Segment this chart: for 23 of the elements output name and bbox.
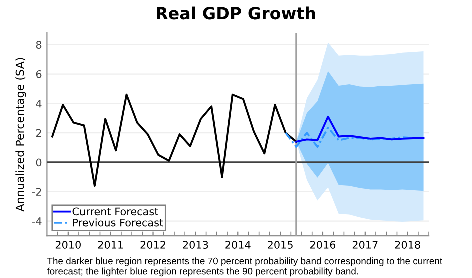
y-tick-label: 4 <box>36 100 42 108</box>
line-series <box>52 94 298 187</box>
y-tick-label: 0 <box>36 158 42 167</box>
y-tick-label: 8 <box>36 41 42 49</box>
x-tick-label: 2010 <box>56 241 81 249</box>
y-tick-label: 2 <box>36 129 42 138</box>
legend-label: Current Forecast <box>72 208 158 216</box>
y-tick-label: -2 <box>32 188 42 196</box>
text: The darker blue region represents the 70 percent probability band corresponding to the current forecast; the lighter blue region represents the 90 percent probability band. <box>47 258 442 277</box>
legend-label: Previous Forecast <box>73 218 164 227</box>
x-tick-label: 2017 <box>352 241 378 249</box>
y-tick-label: -4 <box>32 218 42 226</box>
x-tick-label: 2012 <box>140 241 166 249</box>
y-axis-title: Annualized Percentage (SA) <box>16 58 26 212</box>
y-tick-label: 6 <box>36 70 42 78</box>
chart-title: Real GDP Growth <box>157 6 316 20</box>
x-tick-label: 2018 <box>395 241 420 249</box>
x-tick-label: 2011 <box>98 241 124 249</box>
x-tick-label: 2013 <box>183 241 208 249</box>
x-tick-label: 2014 <box>226 241 251 249</box>
x-tick-label: 2015 <box>268 241 293 249</box>
x-tick-label: 2016 <box>310 241 336 249</box>
line-series <box>295 116 425 143</box>
